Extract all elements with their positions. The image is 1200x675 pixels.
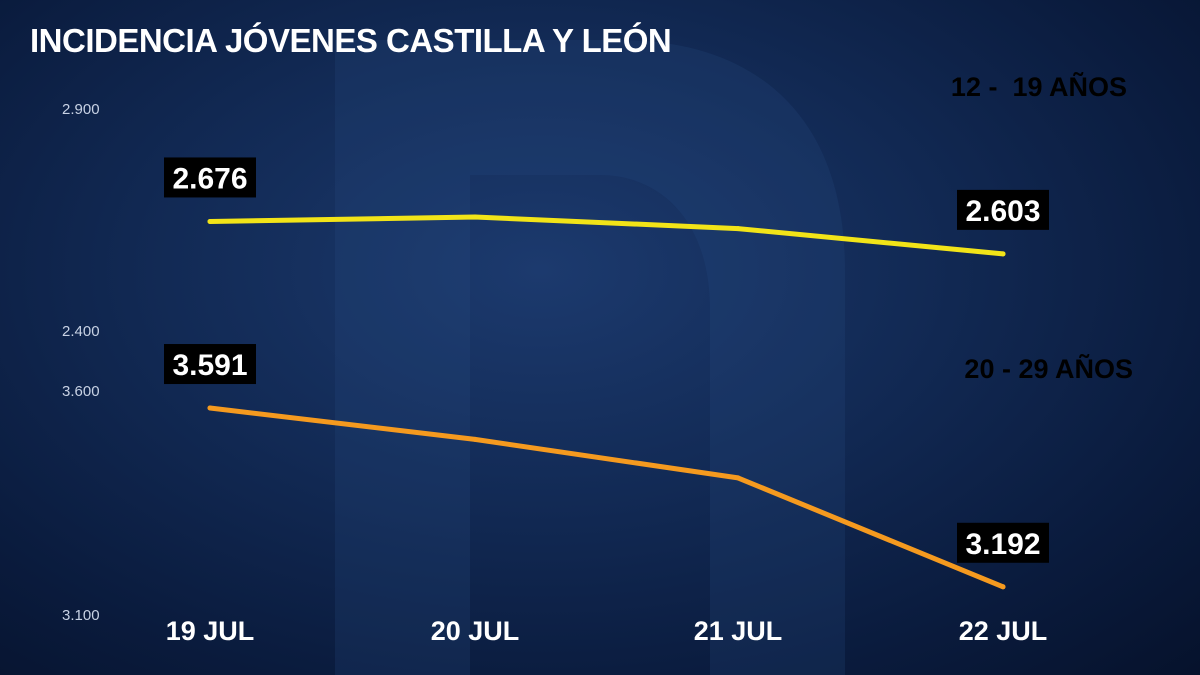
x-tick-label: 21 JUL: [694, 616, 783, 646]
grid-lines: [30, 121, 1170, 595]
y-axis-ticks: 2.900 2.400 3.600 3.100: [62, 101, 100, 624]
data-label: 2.603: [957, 189, 1049, 230]
data-label-text: 2.676: [172, 162, 247, 195]
series-point: [1000, 251, 1006, 257]
series-point: [472, 436, 478, 442]
watermark-logo: [335, 40, 845, 675]
series-line: [207, 214, 1006, 257]
data-label-text: 3.591: [172, 349, 247, 382]
series-point: [735, 475, 741, 481]
series-line: [207, 405, 1006, 590]
series-point: [472, 214, 478, 220]
data-label: 2.676: [164, 157, 256, 198]
chart-title: INCIDENCIA JÓVENES CASTILLA Y LEÓN: [30, 22, 672, 59]
series-lines: [207, 214, 1006, 590]
x-axis-labels: 19 JUL 20 JUL 21 JUL 22 JUL: [166, 616, 1048, 646]
y-tick-label: 2.400: [62, 323, 100, 340]
x-tick-label: 19 JUL: [166, 616, 255, 646]
series-point: [207, 405, 213, 411]
data-label-box: [957, 522, 1049, 563]
x-tick-label: 20 JUL: [431, 616, 520, 646]
legend-series-20-29: 20 - 29 AÑOS: [964, 354, 1133, 384]
series-point: [735, 226, 741, 232]
data-label-box: [957, 189, 1049, 230]
y-tick-label: 2.900: [62, 101, 100, 118]
data-label: 3.192: [957, 522, 1049, 563]
data-label: 3.591: [164, 344, 256, 385]
data-label-text: 2.603: [965, 195, 1040, 228]
data-label-text: 3.192: [965, 528, 1040, 561]
y-tick-label: 3.600: [62, 383, 100, 400]
data-label-box: [164, 344, 256, 385]
series-point: [207, 219, 213, 224]
data-labels: 2.676 2.603 3.591 3.192: [164, 157, 1049, 563]
y-tick-label: 3.100: [62, 607, 100, 624]
legend-series-12-19: 12 - 19 AÑOS: [950, 72, 1127, 102]
data-label-box: [164, 157, 256, 198]
series-point: [1000, 584, 1006, 590]
x-tick-label: 22 JUL: [959, 616, 1048, 646]
